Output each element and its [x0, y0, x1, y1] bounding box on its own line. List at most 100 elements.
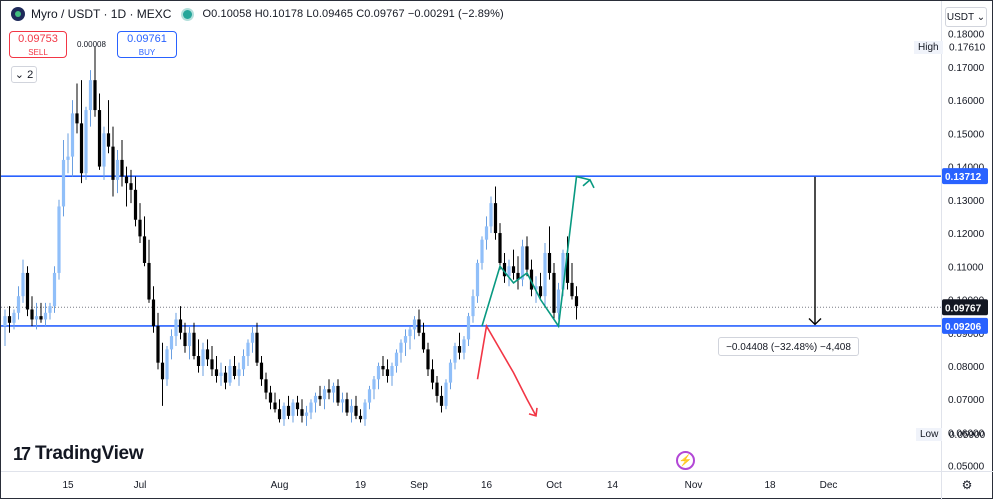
candle-body[interactable] [273, 402, 277, 410]
candle-body[interactable] [57, 206, 61, 273]
candle-body[interactable] [309, 402, 313, 413]
candle-body[interactable] [228, 365, 232, 383]
candle-body[interactable] [390, 365, 394, 376]
candle-body[interactable] [75, 113, 79, 124]
candle-body[interactable] [417, 319, 421, 333]
candle-body[interactable] [570, 282, 574, 297]
candle-body[interactable] [237, 369, 241, 376]
red-projection-path[interactable] [476, 323, 537, 417]
candle-body[interactable] [246, 342, 250, 357]
candle-body[interactable] [241, 356, 246, 370]
indicators-toggle-button[interactable]: ⌄ 2 [11, 66, 37, 83]
candle-body[interactable] [147, 262, 151, 300]
candle-body[interactable] [48, 306, 52, 313]
candle-body[interactable] [399, 342, 403, 353]
candle-body[interactable] [295, 402, 300, 410]
candle-body[interactable] [502, 262, 507, 277]
candle-body[interactable] [457, 346, 462, 353]
candle-body[interactable] [3, 316, 7, 327]
candle-body[interactable] [201, 349, 205, 366]
candle-body[interactable] [525, 246, 529, 270]
candle-body[interactable] [210, 359, 214, 370]
candle-body[interactable] [151, 299, 156, 327]
candle-body[interactable] [268, 392, 273, 403]
candle-body[interactable] [187, 332, 192, 347]
candle-body[interactable] [336, 385, 340, 403]
candle-body[interactable] [453, 346, 457, 363]
tradingview-logo[interactable]: 17 TradingView [13, 443, 144, 465]
candle-body[interactable] [124, 176, 129, 184]
candle-body[interactable] [93, 80, 97, 111]
candle-body[interactable] [88, 80, 93, 111]
candle-body[interactable] [480, 239, 484, 263]
candle-body[interactable] [61, 159, 66, 207]
candle-body[interactable] [394, 352, 399, 366]
candle-body[interactable] [214, 369, 219, 376]
candle-body[interactable] [286, 405, 291, 416]
candle-body[interactable] [70, 113, 75, 157]
events-bolt-icon[interactable]: ⚡ [676, 451, 695, 470]
candle-body[interactable] [25, 272, 30, 310]
candle-body[interactable] [250, 332, 255, 343]
candle-body[interactable] [97, 110, 102, 167]
candle-body[interactable] [529, 269, 534, 290]
candle-body[interactable] [475, 262, 480, 297]
candle-body[interactable] [21, 272, 25, 297]
candle-body[interactable] [7, 316, 12, 323]
candle-body[interactable] [367, 389, 372, 403]
candle-body[interactable] [304, 412, 309, 416]
candle-body[interactable] [462, 339, 466, 353]
candle-body[interactable] [403, 336, 408, 343]
settings-gear-icon[interactable]: ⚙ [961, 478, 973, 492]
candle-body[interactable] [322, 389, 327, 400]
candle-body[interactable] [313, 395, 318, 403]
candle-body[interactable] [520, 246, 525, 280]
candle-body[interactable] [426, 349, 430, 370]
candle-body[interactable] [52, 272, 57, 307]
candle-body[interactable] [160, 362, 165, 380]
candle-body[interactable] [39, 316, 43, 320]
candle-body[interactable] [381, 365, 385, 370]
candle-body[interactable] [561, 252, 565, 290]
green-projection-path[interactable] [481, 175, 591, 329]
candle-body[interactable] [430, 369, 435, 383]
candle-body[interactable] [439, 395, 444, 406]
currency-select[interactable]: USDT ⌄ [945, 7, 987, 27]
candle-body[interactable] [534, 286, 538, 290]
candle-body[interactable] [444, 382, 448, 406]
candle-body[interactable] [232, 365, 237, 376]
candle-body[interactable] [349, 405, 354, 413]
candle-body[interactable] [84, 110, 88, 174]
candle-body[interactable] [255, 332, 259, 363]
candle-body[interactable] [264, 379, 268, 393]
candle-body[interactable] [345, 399, 349, 413]
candle-body[interactable] [102, 133, 106, 167]
candle-body[interactable] [331, 385, 336, 393]
symbol-header[interactable]: Myro / USDT · 1D · MEXC O0.10058 H0.1017… [11, 7, 504, 21]
candle-body[interactable] [196, 356, 201, 366]
candle-body[interactable] [493, 203, 498, 234]
candle-body[interactable] [291, 402, 295, 416]
candle-body[interactable] [489, 203, 493, 227]
candle-body[interactable] [16, 296, 21, 313]
candle-body[interactable] [466, 316, 471, 340]
candle-body[interactable] [129, 183, 133, 190]
candle-body[interactable] [120, 159, 124, 177]
candle-body[interactable] [205, 349, 210, 360]
candle-body[interactable] [115, 159, 120, 180]
candle-body[interactable] [507, 266, 511, 277]
candle-body[interactable] [484, 226, 489, 240]
candle-body[interactable] [223, 372, 228, 383]
sell-button[interactable]: 0.09753 SELL [9, 31, 67, 58]
candle-body[interactable] [376, 365, 381, 380]
candle-body[interactable] [169, 336, 174, 350]
candle-body[interactable] [300, 409, 304, 416]
candle-body[interactable] [79, 123, 84, 174]
candle-body[interactable] [183, 332, 187, 347]
candle-body[interactable] [498, 233, 502, 263]
candle-body[interactable] [219, 372, 223, 376]
candle-body[interactable] [552, 272, 556, 313]
candle-body[interactable] [318, 395, 322, 400]
candle-body[interactable] [111, 146, 115, 180]
candle-body[interactable] [340, 399, 345, 403]
